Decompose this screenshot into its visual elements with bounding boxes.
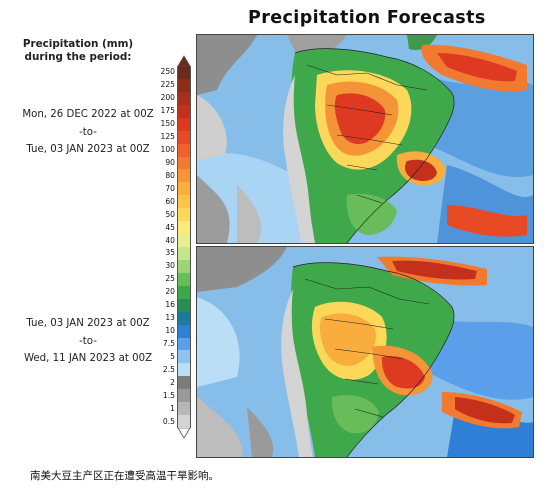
colorbar-tick-label: 0.5 [162,416,175,426]
colorbar-tick-label: 80 [165,170,175,180]
colorbar-tick-label: 225 [160,80,176,90]
period-1-end: Tue, 03 JAN 2023 at 00Z [26,144,150,155]
colorbar-tick-label: 125 [160,132,176,142]
colorbar-swatch [177,324,191,338]
colorbar-tick-label: 150 [160,119,176,129]
colorbar-tick-label: 25 [165,274,175,284]
colorbar-swatch [177,259,191,274]
period-2-separator: -to- [79,335,97,347]
colorbar-swatch [177,415,191,429]
colorbar-tick-label: 5 [170,351,175,361]
colorbar-swatch [177,234,191,248]
colorbar-swatch [177,221,191,235]
forecast-map-period-2 [196,246,534,458]
period-2-label: Tue, 03 JAN 2023 at 00Z -to- Wed, 11 JAN… [0,315,176,368]
colorbar-swatch [177,285,191,300]
colorbar-swatch [177,272,191,287]
period-1-start: Mon, 26 DEC 2022 at 00Z [22,109,154,120]
colorbar-tick-label: 100 [160,145,176,155]
colorbar-swatch [177,91,191,106]
colorbar-swatch [177,117,191,132]
colorbar-swatch [177,376,191,390]
colorbar-top-arrow [177,55,191,67]
page-title: Precipitation Forecasts [248,8,486,28]
colorbar-tick-label: 35 [165,248,175,258]
forecast-map-period-1 [196,34,534,244]
period-2-end: Wed, 11 JAN 2023 at 00Z [23,353,153,364]
colorbar-tick-label: 90 [165,157,175,167]
colorbar-tick-label: 10 [165,326,175,336]
colorbar-tick-label: 1.5 [162,390,175,400]
colorbar-swatch [177,350,191,364]
colorbar-tick-label: 250 [160,67,176,77]
colorbar-tick-label: 50 [165,209,175,219]
colorbar-swatch [177,78,191,93]
colorbar-tick-label: 200 [160,93,176,103]
colorbar-swatch [177,363,191,377]
colorbar-swatch [177,130,191,145]
caption: 南美大豆主产区正在遭受高温干旱影响。 [30,470,219,482]
legend-heading: Precipitation (mm) during the period: [22,38,134,63]
colorbar-tick-label: 175 [160,106,176,116]
colorbar-tick-label: 40 [165,235,175,245]
colorbar-swatch [177,104,191,119]
colorbar-swatch [177,298,191,313]
colorbar-swatch [177,169,191,183]
period-1-separator: -to- [79,126,97,138]
colorbar-swatch [177,311,191,326]
colorbar-swatch [177,156,191,170]
colorbar-tick-label: 2.5 [162,364,175,374]
colorbar-tick-label: 45 [165,222,175,232]
colorbar-tick-label: 7.5 [162,338,175,348]
colorbar-swatch [177,182,191,196]
colorbar-tick-label: 30 [165,261,175,271]
colorbar-swatch [177,337,191,351]
colorbar-swatch [177,389,191,403]
colorbar-tick-label: 20 [165,287,175,297]
colorbar-tick-label: 16 [165,300,175,310]
period-1-label: Mon, 26 DEC 2022 at 00Z -to- Tue, 03 JAN… [0,106,176,159]
period-2-start: Tue, 03 JAN 2023 at 00Z [26,318,150,329]
colorbar-tick-label: 70 [165,183,175,193]
colorbar-tick-label: 2 [170,377,175,387]
colorbar-swatch [177,208,191,222]
colorbar-tick-label: 60 [165,196,175,206]
colorbar-swatch [177,143,191,157]
colorbar-swatch [177,247,191,261]
colorbar-swatch [177,402,191,416]
colorbar-swatch [177,66,191,80]
colorbar-bottom-arrow [177,427,191,439]
colorbar-tick-label: 13 [165,313,175,323]
colorbar-swatch [177,195,191,209]
colorbar-tick-label: 1 [170,403,175,413]
colorbar [177,66,191,429]
